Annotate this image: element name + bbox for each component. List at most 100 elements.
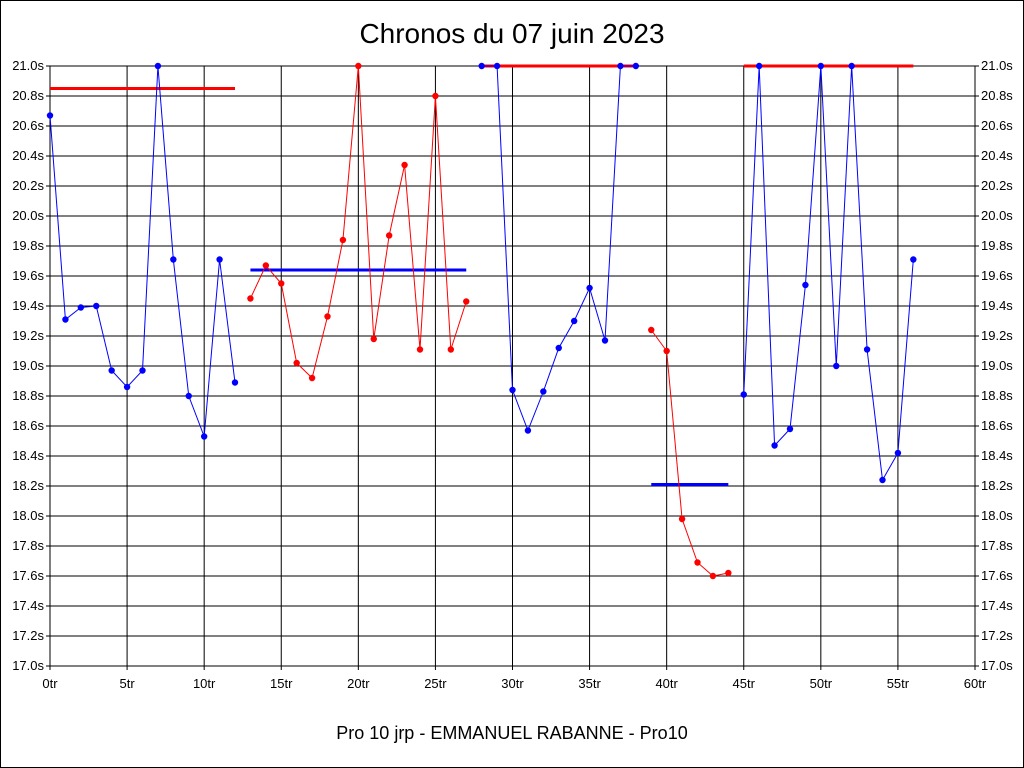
data-point (863, 346, 871, 353)
data-point (709, 572, 717, 580)
y-tick-label-left: 17.4s (12, 598, 44, 613)
y-tick-label-right: 20.6s (981, 118, 1013, 133)
data-point (540, 388, 547, 395)
y-tick-label-right: 19.0s (981, 358, 1013, 373)
y-tick-label-left: 17.0s (12, 658, 44, 673)
data-point (786, 425, 794, 433)
data-point (447, 346, 455, 353)
data-point (910, 256, 917, 263)
data-point (725, 569, 732, 577)
data-point (355, 62, 362, 70)
x-tick-label: 30tr (501, 676, 524, 691)
data-point (401, 161, 408, 169)
data-point (231, 379, 239, 386)
data-point (740, 391, 747, 398)
y-tick-label-left: 19.0s (12, 358, 44, 373)
x-tick-label: 10tr (193, 676, 216, 691)
x-tick-label: 35tr (578, 676, 601, 691)
x-tick-label: 25tr (424, 676, 447, 691)
y-tick-label-right: 17.2s (981, 628, 1013, 643)
data-point (586, 284, 593, 292)
y-tick-label-right: 17.4s (981, 598, 1013, 613)
y-tick-label-left: 20.6s (12, 118, 44, 133)
data-point (123, 383, 131, 391)
y-tick-label-right: 20.0s (981, 208, 1013, 223)
data-point (293, 359, 300, 367)
data-point (77, 304, 85, 311)
data-point (524, 427, 532, 434)
data-point (324, 313, 331, 320)
y-tick-label-right: 19.6s (981, 268, 1013, 283)
data-point (93, 302, 100, 310)
x-tick-label: 55tr (887, 676, 910, 691)
y-tick-label-right: 20.4s (981, 148, 1013, 163)
y-tick-label-left: 20.2s (12, 178, 44, 193)
y-tick-label-left: 18.0s (12, 508, 44, 523)
data-point (185, 392, 192, 400)
data-point (648, 326, 655, 334)
y-tick-label-right: 18.6s (981, 418, 1013, 433)
y-tick-label-left: 17.2s (12, 628, 44, 643)
data-point (694, 559, 701, 566)
data-point (879, 476, 886, 484)
x-tick-label: 60tr (964, 676, 987, 691)
y-tick-label-right: 18.8s (981, 388, 1013, 403)
chart-title: Chronos du 07 juin 2023 (359, 18, 665, 49)
x-tick-label: 0tr (42, 676, 58, 691)
y-tick-label-right: 20.8s (981, 88, 1013, 103)
y-tick-label-right: 20.2s (981, 178, 1013, 193)
data-point (570, 317, 578, 325)
x-tick-label: 50tr (810, 676, 833, 691)
data-point (493, 62, 501, 70)
y-tick-label-right: 19.8s (981, 238, 1013, 253)
data-point (678, 515, 686, 523)
y-tick-label-left: 18.2s (12, 478, 44, 493)
y-tick-label-left: 18.8s (12, 388, 44, 403)
y-tick-label-right: 19.2s (981, 328, 1013, 343)
y-tick-label-right: 17.8s (981, 538, 1013, 553)
y-tick-label-left: 18.6s (12, 418, 44, 433)
data-point (262, 262, 270, 269)
data-point (478, 62, 485, 70)
series-line (743, 65, 914, 482)
x-tick-label: 45tr (733, 676, 756, 691)
y-tick-label-right: 17.6s (981, 568, 1013, 583)
data-point (509, 386, 516, 394)
data-point (617, 62, 624, 70)
chart-footer: Pro 10 jrp - EMMANUEL RABANNE - Pro10 (336, 723, 688, 743)
y-tick-label-left: 18.4s (12, 448, 44, 463)
series-line (49, 65, 236, 437)
data-point (139, 367, 146, 374)
data-point (817, 62, 825, 70)
y-tick-label-right: 18.2s (981, 478, 1013, 493)
data-point (216, 256, 223, 263)
series-line (650, 329, 729, 577)
data-point (308, 374, 316, 382)
data-point (601, 337, 609, 344)
y-tick-label-right: 18.0s (981, 508, 1013, 523)
data-point (771, 442, 778, 449)
y-tick-label-left: 19.6s (12, 268, 44, 283)
x-tick-label: 5tr (119, 676, 135, 691)
y-tick-label-left: 20.8s (12, 88, 44, 103)
y-tick-label-left: 20.0s (12, 208, 44, 223)
data-point (278, 280, 285, 287)
y-tick-label-left: 19.8s (12, 238, 44, 253)
data-point (632, 62, 640, 70)
y-tick-label-right: 21.0s (981, 58, 1013, 73)
data-point (108, 367, 115, 374)
data-point (555, 344, 562, 352)
data-point (46, 112, 54, 119)
data-point (463, 298, 470, 305)
data-point (247, 295, 254, 302)
data-point (663, 347, 670, 355)
data-point (200, 433, 208, 440)
data-point (339, 236, 347, 244)
x-tick-label: 15tr (270, 676, 293, 691)
y-tick-label-left: 19.4s (12, 298, 44, 313)
y-tick-label-left: 20.4s (12, 148, 44, 163)
y-tick-label-left: 17.8s (12, 538, 44, 553)
data-point (432, 92, 439, 100)
series-line (481, 65, 636, 432)
data-point (170, 256, 177, 263)
